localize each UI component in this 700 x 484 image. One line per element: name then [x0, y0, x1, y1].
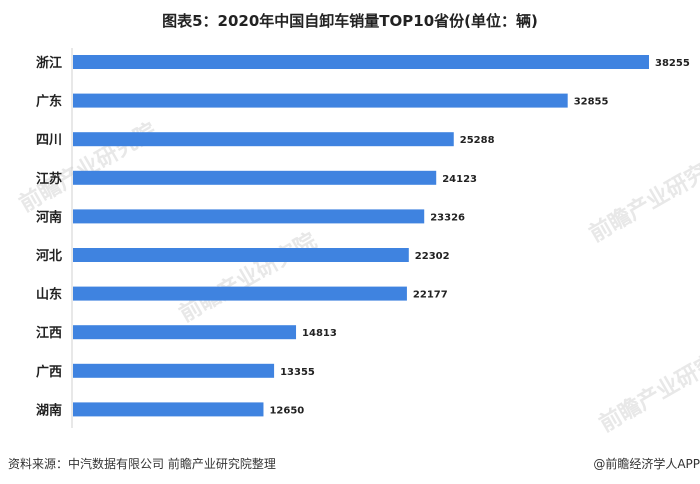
- data-label: 25288: [460, 135, 495, 146]
- category-label: 广西: [36, 364, 62, 380]
- data-label: 13355: [280, 367, 315, 378]
- data-label: 24123: [442, 174, 477, 185]
- bar: [73, 248, 409, 262]
- bar: [73, 402, 264, 417]
- category-label: 四川: [36, 133, 62, 148]
- bar: [73, 209, 425, 224]
- bar: [73, 55, 649, 69]
- data-label: 32855: [574, 97, 609, 108]
- source-note: 资料来源：中汽数据有限公司 前瞻产业研究院整理: [8, 457, 276, 471]
- data-label: 22302: [415, 251, 450, 262]
- category-label: 河北: [36, 248, 62, 264]
- bar: [73, 132, 454, 147]
- bar: [73, 363, 275, 378]
- category-label: 广东: [36, 94, 62, 110]
- category-label: 江苏: [36, 171, 62, 187]
- data-label: 22177: [413, 290, 448, 301]
- bar: [73, 286, 407, 301]
- category-label: 湖南: [36, 402, 62, 418]
- category-label: 山东: [36, 287, 62, 303]
- category-label: 河南: [36, 209, 62, 225]
- category-label: 浙江: [36, 55, 62, 71]
- chart-title: 图表5：2020年中国自卸车销量TOP10省份(单位：辆): [162, 12, 538, 30]
- bar: [73, 93, 568, 108]
- credit-note: @前瞻经济学人APP: [593, 457, 700, 471]
- bar: [73, 170, 437, 185]
- category-label: 江西: [36, 325, 62, 341]
- bar-chart: 浙江 38255 广东 32855 四川 25288 江苏 24123 河南 23326 河北 223…: [36, 48, 690, 428]
- data-label: 12650: [269, 405, 304, 416]
- data-label: 14813: [302, 328, 337, 339]
- bar: [73, 325, 297, 340]
- data-label: 23326: [430, 212, 465, 223]
- data-label: 38255: [655, 58, 690, 69]
